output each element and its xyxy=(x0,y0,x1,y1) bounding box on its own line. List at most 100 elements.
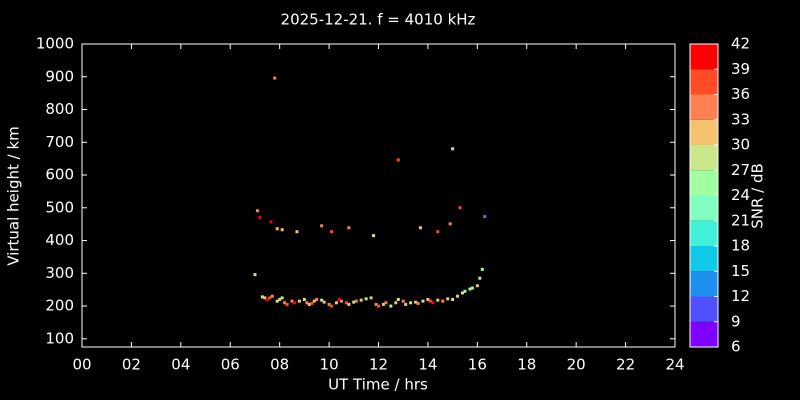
y-tick-label: 1000 xyxy=(36,35,74,53)
point xyxy=(456,294,460,298)
x-tick-label: 06 xyxy=(221,356,240,374)
point xyxy=(278,298,282,302)
y-tick-label: 600 xyxy=(45,166,74,184)
colorbar-tick-label: 36 xyxy=(731,85,750,103)
point xyxy=(258,216,262,220)
point xyxy=(428,299,432,303)
point xyxy=(389,304,393,308)
point xyxy=(377,304,380,308)
colorbar-band xyxy=(690,195,718,221)
y-tick-label: 400 xyxy=(45,231,74,249)
point xyxy=(347,226,351,230)
point xyxy=(436,298,440,302)
x-axis-label: UT Time / hrs xyxy=(328,376,428,394)
colorbar-tick-label: 15 xyxy=(731,262,750,280)
colorbar-band xyxy=(690,220,718,246)
point xyxy=(478,276,482,280)
point xyxy=(302,298,306,302)
point xyxy=(275,299,279,303)
point xyxy=(280,296,284,300)
x-tick-label: 24 xyxy=(665,356,684,374)
point xyxy=(470,286,474,290)
x-tick-label: 12 xyxy=(369,356,388,374)
point xyxy=(468,287,472,291)
point xyxy=(263,296,267,300)
point xyxy=(461,291,465,295)
colorbar-tick-label: 9 xyxy=(731,312,741,330)
x-tick-label: 02 xyxy=(122,356,141,374)
colorbar-tick-label: 30 xyxy=(731,136,750,154)
x-tick-label: 14 xyxy=(418,356,437,374)
point xyxy=(344,301,348,305)
point xyxy=(275,227,279,231)
point xyxy=(347,302,351,306)
point xyxy=(330,304,334,308)
point xyxy=(327,302,331,306)
point xyxy=(295,230,299,234)
point xyxy=(290,299,294,303)
colorbar-tick-label: 18 xyxy=(731,237,750,255)
point xyxy=(253,273,257,277)
point xyxy=(269,220,273,224)
point xyxy=(451,298,455,302)
point xyxy=(307,302,311,306)
x-tick-label: 22 xyxy=(616,356,635,374)
point xyxy=(280,228,284,232)
x-tick-label: 00 xyxy=(72,356,91,374)
point xyxy=(322,300,326,304)
point xyxy=(265,298,269,302)
point xyxy=(404,302,408,306)
colorbar-band xyxy=(690,119,718,145)
colorbar-tick-label: 39 xyxy=(731,60,750,78)
point xyxy=(446,297,450,301)
point xyxy=(292,301,296,305)
point xyxy=(283,301,287,305)
x-tick-label: 16 xyxy=(468,356,487,374)
colorbar-band xyxy=(690,170,718,196)
x-tick-label: 08 xyxy=(270,356,289,374)
point xyxy=(285,302,289,306)
point xyxy=(475,284,479,288)
point xyxy=(419,226,423,230)
y-tick-label: 100 xyxy=(45,329,74,347)
point xyxy=(352,300,356,304)
colorbar-band xyxy=(690,69,718,95)
point xyxy=(312,299,316,303)
colorbar-tick-label: 42 xyxy=(731,35,750,53)
colorbar-tick-label: 6 xyxy=(731,338,741,356)
y-tick-label: 300 xyxy=(45,264,74,282)
point xyxy=(372,234,376,238)
point xyxy=(396,158,400,162)
point xyxy=(416,301,420,305)
y-tick-label: 800 xyxy=(45,100,74,118)
colorbar-tick-label: 21 xyxy=(731,211,750,229)
y-tick-label: 500 xyxy=(45,198,74,216)
point xyxy=(255,209,259,213)
point xyxy=(320,224,324,228)
point xyxy=(260,295,264,299)
point xyxy=(441,299,445,303)
y-tick-label: 200 xyxy=(45,297,74,315)
point xyxy=(330,230,334,234)
y-tick-label: 700 xyxy=(45,133,74,151)
point xyxy=(409,301,413,305)
point xyxy=(451,147,455,151)
point xyxy=(369,296,373,300)
point xyxy=(480,267,484,271)
point xyxy=(414,300,418,304)
y-axis-label: Virtual height / km xyxy=(5,126,23,265)
point xyxy=(463,289,467,293)
point xyxy=(364,297,368,301)
colorbar-tick-label: 33 xyxy=(731,110,750,128)
point xyxy=(270,294,274,298)
point xyxy=(401,299,405,303)
point xyxy=(381,302,385,306)
point xyxy=(436,230,440,234)
x-tick-label: 10 xyxy=(320,356,339,374)
point xyxy=(483,215,487,219)
point xyxy=(310,301,314,305)
colorbar-label: SNR / dB xyxy=(749,163,767,229)
point xyxy=(320,298,324,302)
x-tick-label: 20 xyxy=(567,356,586,374)
